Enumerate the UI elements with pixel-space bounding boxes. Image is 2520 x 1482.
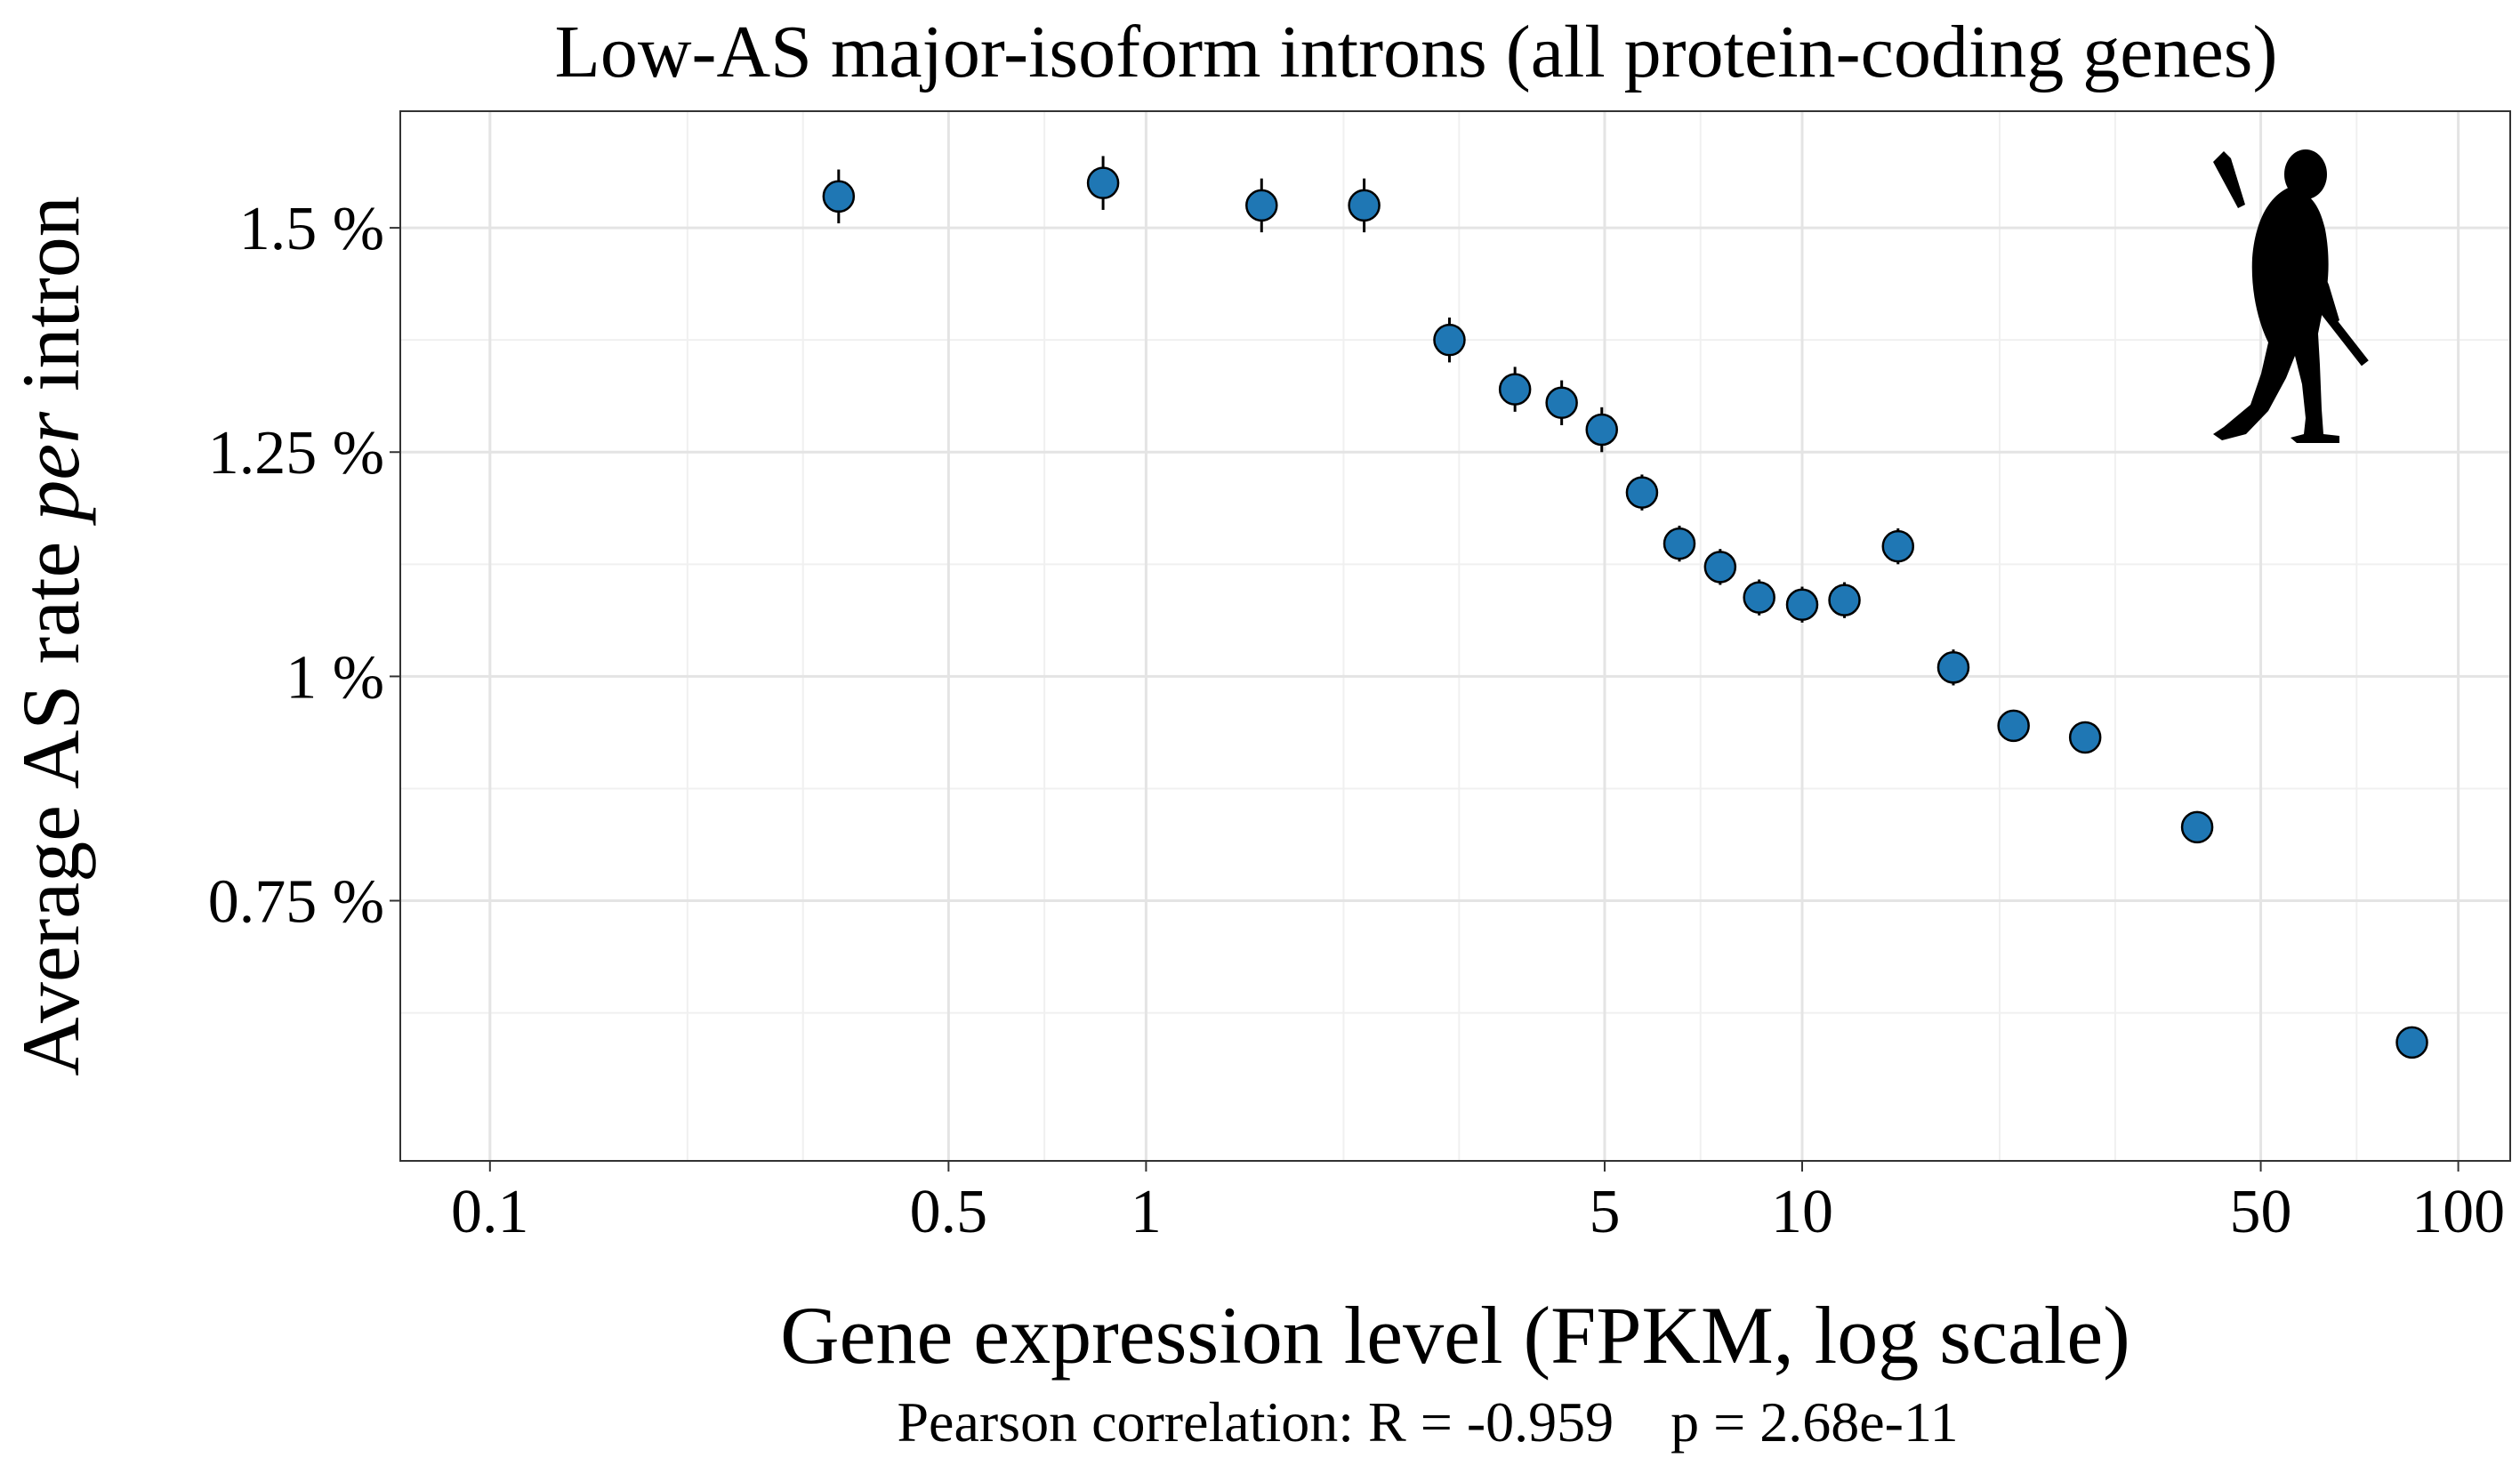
data-point xyxy=(1625,476,1659,509)
chart-title: Low-AS major-isoform introns (all protei… xyxy=(555,11,2278,93)
x-axis: 0.1 0.5 1 5 10 50 100 xyxy=(451,1161,2505,1246)
data-points xyxy=(822,156,2428,1059)
x-axis-title: Gene expression level (FPKM, log scale) xyxy=(780,1290,2130,1381)
x-tick-label: 0.1 xyxy=(451,1178,529,1246)
x-tick-label: 100 xyxy=(2411,1178,2505,1246)
x-tick-label: 5 xyxy=(1589,1178,1620,1246)
x-tick-label: 0.5 xyxy=(910,1178,988,1246)
data-point xyxy=(1348,189,1381,222)
y-tick-label: 1.25 % xyxy=(208,419,384,487)
y-tick-label: 0.75 % xyxy=(208,868,384,937)
plot-panel xyxy=(400,111,2510,1161)
x-tick-label: 50 xyxy=(2230,1178,2292,1246)
y-axis: 0.75 % 1 % 1.25 % 1.5 % xyxy=(208,195,400,937)
x-tick-label: 1 xyxy=(1131,1178,1162,1246)
data-point xyxy=(1086,166,1120,199)
data-point xyxy=(2395,1026,2428,1059)
data-point xyxy=(1743,581,1775,614)
data-point xyxy=(1545,386,1578,420)
pearson-caption: Pearson correlation: R = -0.959 p = 2.68… xyxy=(897,1390,1958,1454)
data-point xyxy=(1828,584,1861,616)
hominin-silhouette-icon xyxy=(2213,149,2369,443)
major-gridlines xyxy=(400,111,2510,1161)
data-point xyxy=(2068,721,2102,754)
data-point xyxy=(1936,651,1970,684)
data-point xyxy=(1785,588,1819,621)
data-point xyxy=(1997,709,2030,743)
data-point xyxy=(822,180,856,213)
y-axis-title: Average AS rate per intron xyxy=(5,196,96,1076)
data-point xyxy=(1663,527,1696,560)
y-tick-label: 1 % xyxy=(286,643,384,712)
data-point xyxy=(1498,373,1532,406)
data-point xyxy=(1703,551,1737,584)
data-point xyxy=(1881,529,1915,563)
data-point xyxy=(1245,189,1278,222)
plot-panel-border xyxy=(399,110,2511,1162)
y-tick-label: 1.5 % xyxy=(239,195,384,263)
minor-gridlines xyxy=(400,111,2510,1161)
x-tick-label: 10 xyxy=(1771,1178,1833,1246)
data-point xyxy=(1433,323,1466,357)
data-point xyxy=(2180,810,2214,844)
data-point xyxy=(1585,413,1618,447)
